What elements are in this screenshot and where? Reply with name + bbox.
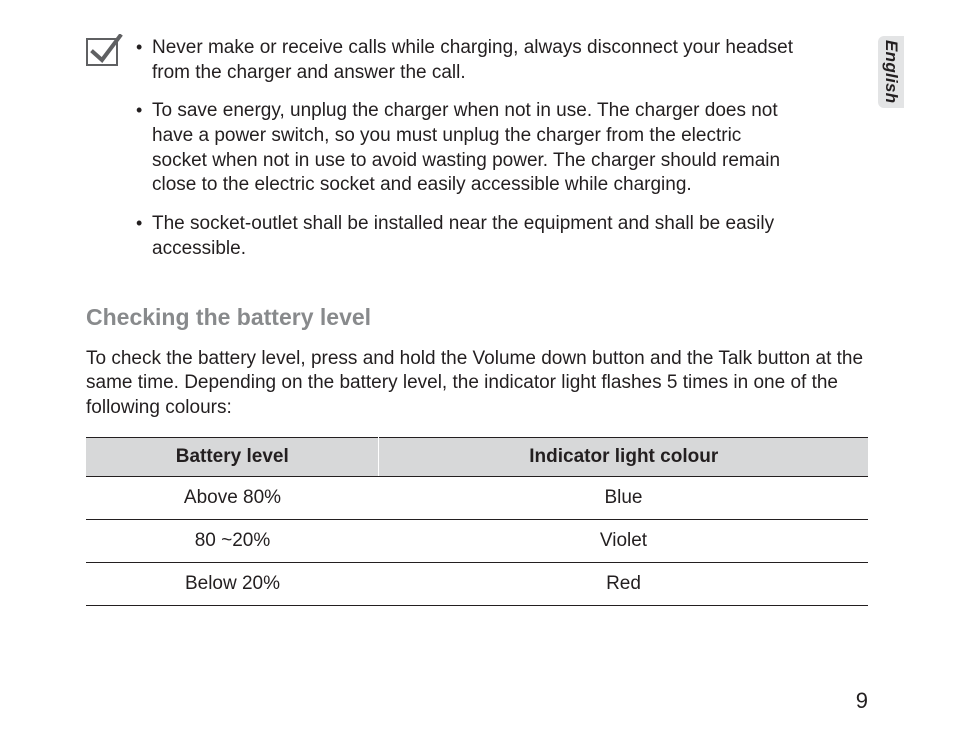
page-number: 9 — [856, 688, 868, 714]
language-tab: English — [878, 36, 904, 108]
table-header-cell: Indicator light colour — [379, 437, 868, 476]
table-cell: Red — [379, 562, 868, 605]
battery-level-table: Battery level Indicator light colour Abo… — [86, 437, 868, 606]
note-bullet: To save energy, unplug the charger when … — [136, 99, 798, 198]
section-heading: Checking the battery level — [86, 304, 868, 331]
note-block: Never make or receive calls while chargi… — [86, 36, 868, 276]
table-cell: Above 80% — [86, 476, 379, 519]
table-cell: 80 ~20% — [86, 519, 379, 562]
note-bullet: The socket-outlet shall be installed nea… — [136, 212, 798, 261]
section-intro-paragraph: To check the battery level, press and ho… — [86, 347, 868, 421]
table-header-row: Battery level Indicator light colour — [86, 437, 868, 476]
table-cell: Below 20% — [86, 562, 379, 605]
table-row: Above 80% Blue — [86, 476, 868, 519]
checkbox-note-icon — [86, 38, 118, 66]
table-row: Below 20% Red — [86, 562, 868, 605]
table-header-cell: Battery level — [86, 437, 379, 476]
table-row: 80 ~20% Violet — [86, 519, 868, 562]
manual-page: English Never make or receive calls whil… — [0, 0, 954, 742]
note-bullet: Never make or receive calls while chargi… — [136, 36, 798, 85]
language-tab-label: English — [881, 40, 901, 104]
table-cell: Violet — [379, 519, 868, 562]
note-bullet-list: Never make or receive calls while chargi… — [136, 36, 868, 276]
table-cell: Blue — [379, 476, 868, 519]
